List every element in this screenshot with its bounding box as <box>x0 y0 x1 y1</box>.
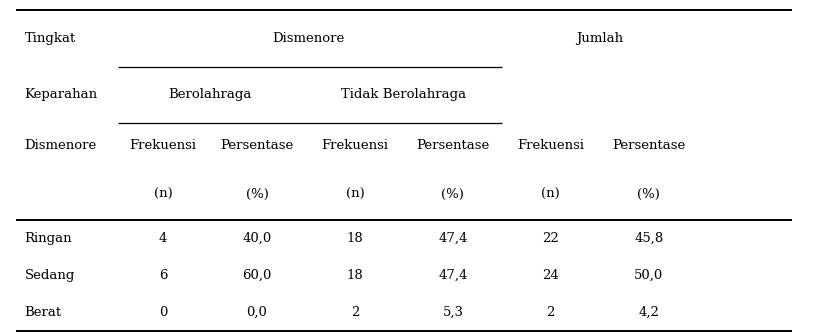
Text: Frekuensi: Frekuensi <box>322 139 388 152</box>
Text: 47,4: 47,4 <box>438 269 468 282</box>
Text: Tingkat: Tingkat <box>24 32 76 45</box>
Text: (n): (n) <box>346 187 364 201</box>
Text: Keparahan: Keparahan <box>24 88 98 101</box>
Text: 4: 4 <box>159 232 167 245</box>
Text: 24: 24 <box>543 269 559 282</box>
Text: Persentase: Persentase <box>612 139 685 152</box>
Text: 60,0: 60,0 <box>242 269 272 282</box>
Text: Sedang: Sedang <box>24 269 75 282</box>
Text: Dismenore: Dismenore <box>24 139 97 152</box>
Text: Berolahraga: Berolahraga <box>168 88 252 101</box>
Text: Jumlah: Jumlah <box>576 32 623 45</box>
Text: 5,3: 5,3 <box>442 306 463 319</box>
Text: Berat: Berat <box>24 306 61 319</box>
Text: 0,0: 0,0 <box>246 306 268 319</box>
Text: 0: 0 <box>159 306 167 319</box>
Text: (%): (%) <box>441 187 464 201</box>
Text: 2: 2 <box>547 306 555 319</box>
Text: 50,0: 50,0 <box>634 269 663 282</box>
Text: 18: 18 <box>347 232 363 245</box>
Text: (%): (%) <box>637 187 660 201</box>
Text: (n): (n) <box>154 187 172 201</box>
Text: Ringan: Ringan <box>24 232 72 245</box>
Text: Frekuensi: Frekuensi <box>517 139 584 152</box>
Text: (n): (n) <box>542 187 560 201</box>
Text: 18: 18 <box>347 269 363 282</box>
Text: 45,8: 45,8 <box>634 232 663 245</box>
Text: 2: 2 <box>351 306 359 319</box>
Text: 22: 22 <box>543 232 559 245</box>
Text: Frekuensi: Frekuensi <box>130 139 197 152</box>
Text: 40,0: 40,0 <box>242 232 272 245</box>
Text: Tidak Berolahraga: Tidak Berolahraga <box>341 88 467 101</box>
Text: 4,2: 4,2 <box>638 306 659 319</box>
Text: Persentase: Persentase <box>416 139 490 152</box>
Text: Persentase: Persentase <box>220 139 294 152</box>
Text: (%): (%) <box>246 187 268 201</box>
Text: 6: 6 <box>159 269 167 282</box>
Text: Dismenore: Dismenore <box>272 32 344 45</box>
Text: 47,4: 47,4 <box>438 232 468 245</box>
